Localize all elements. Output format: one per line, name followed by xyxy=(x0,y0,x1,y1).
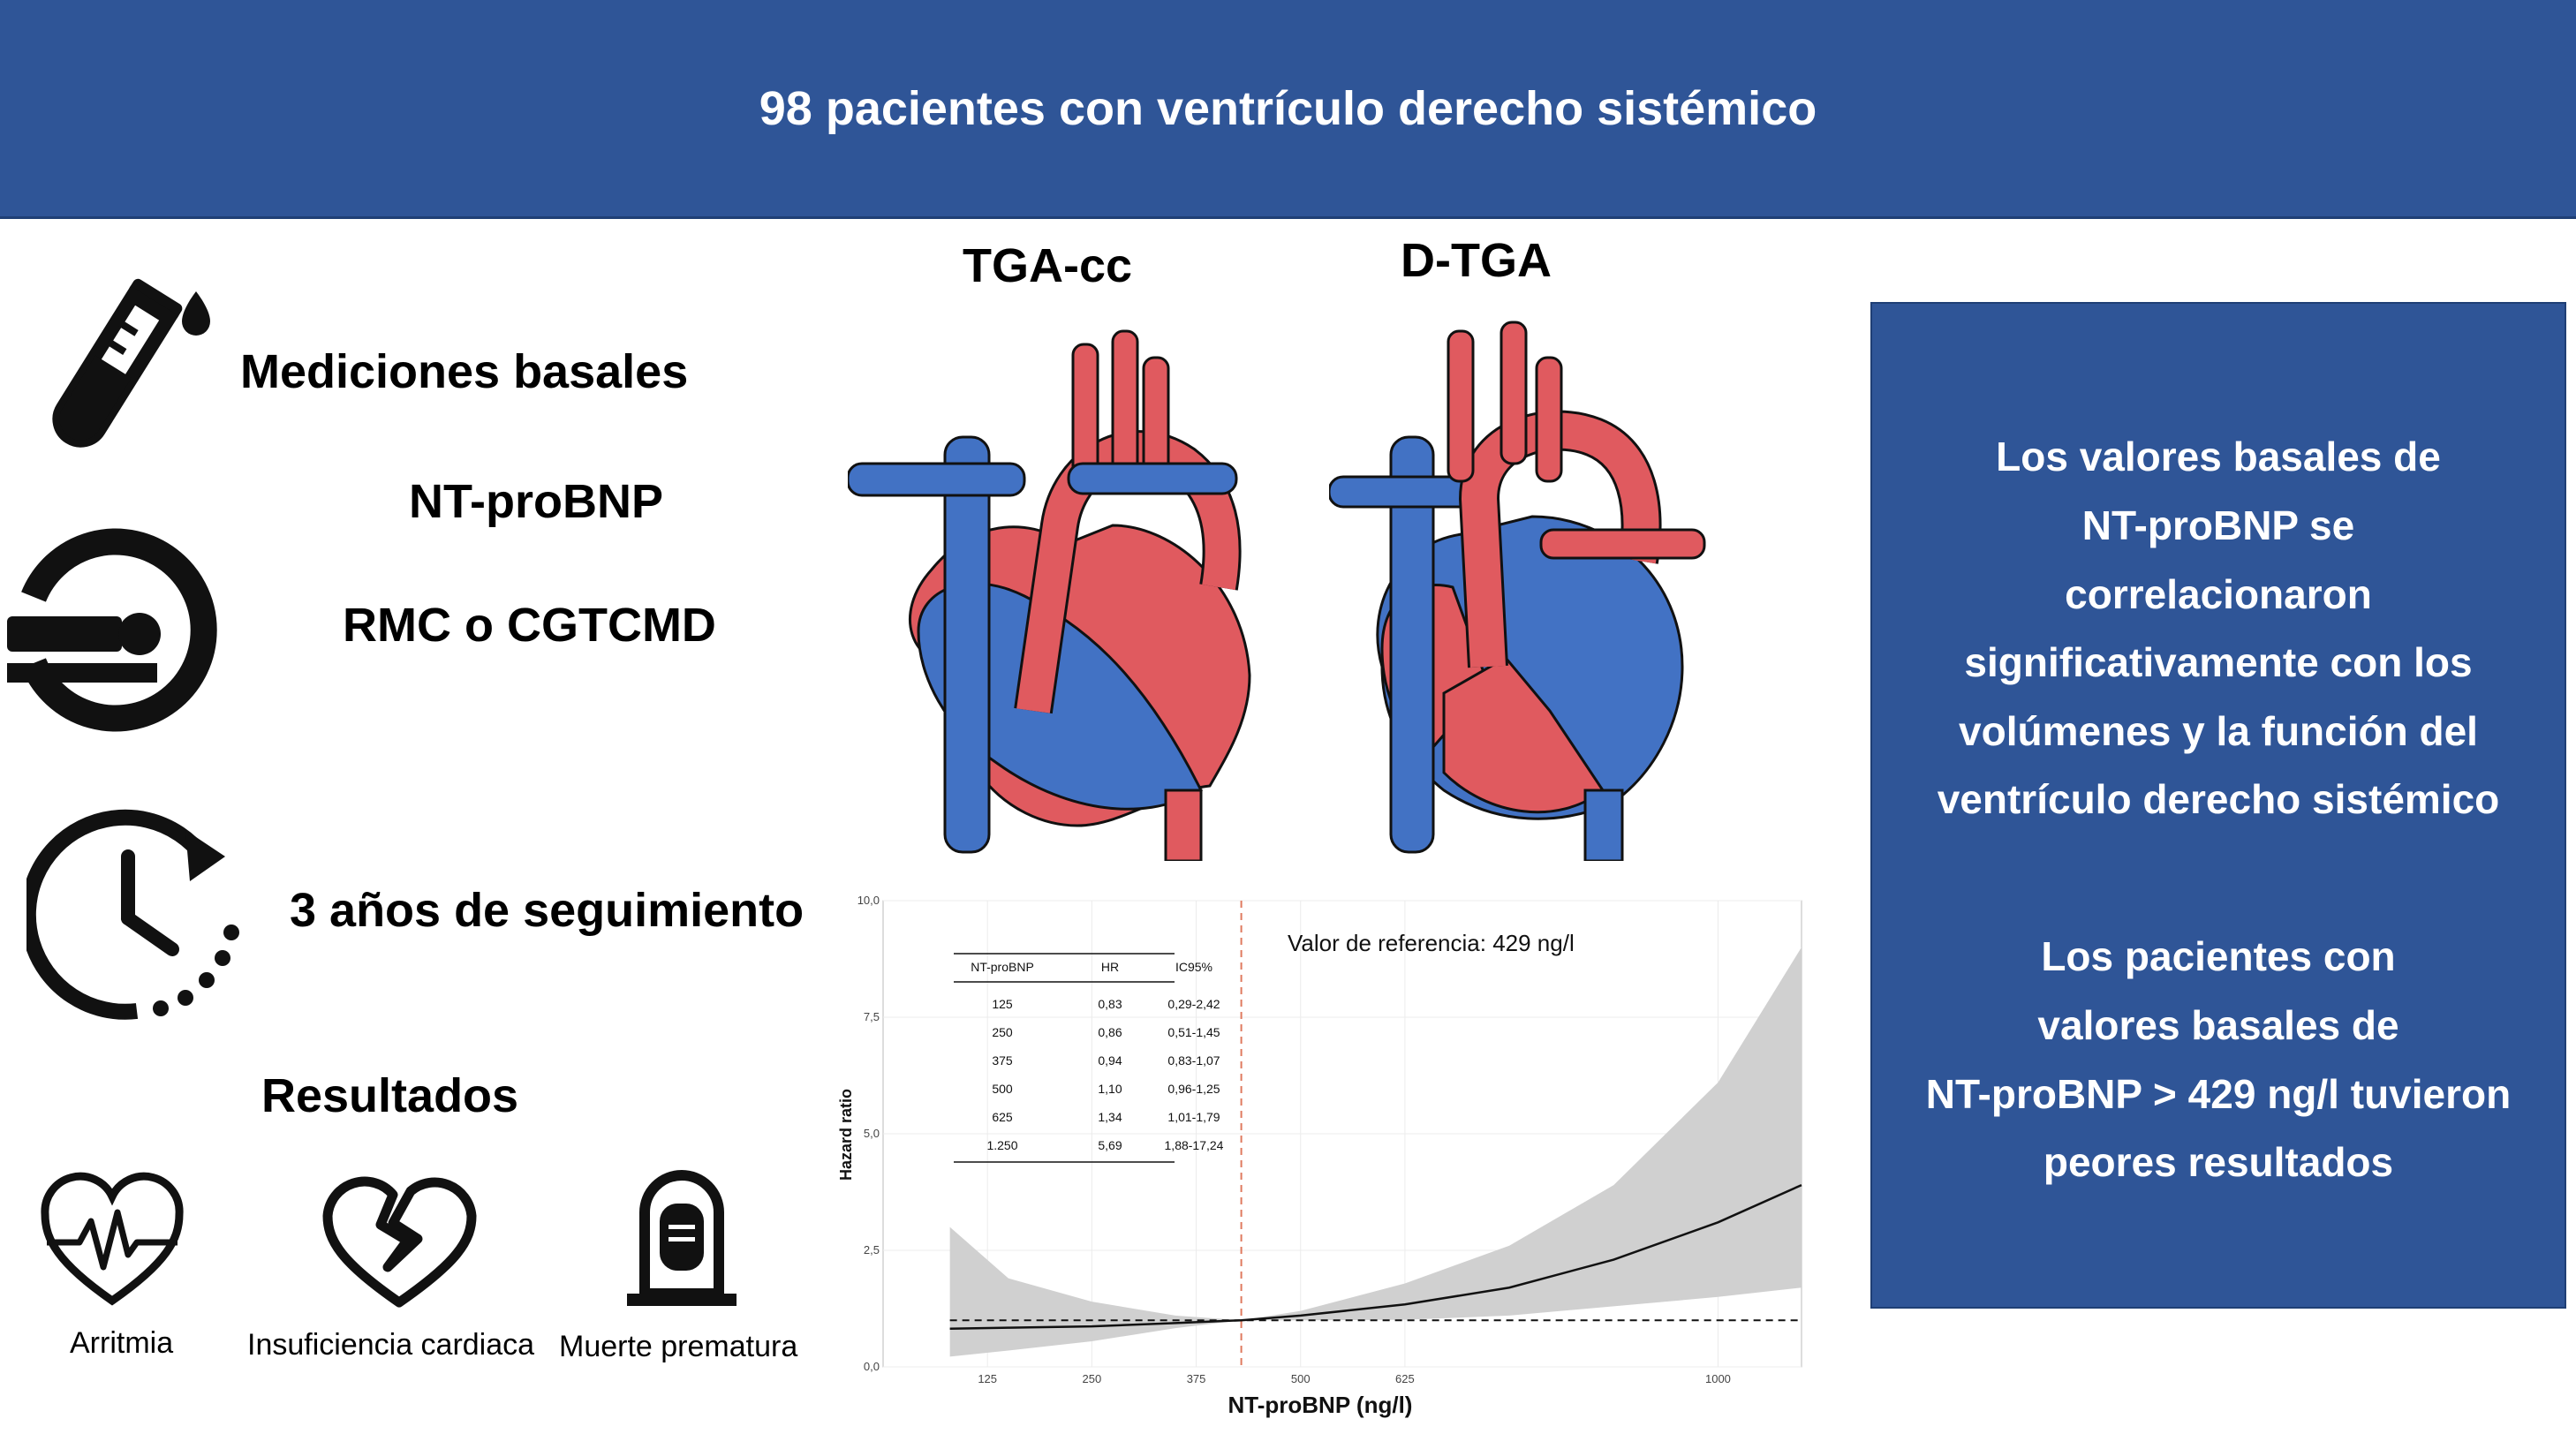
summary-line-5: volúmenes y la función del xyxy=(1959,708,2478,754)
table-cell: 1,88-17,24 xyxy=(1165,1138,1224,1152)
confidence-band xyxy=(949,947,1802,1357)
table-cell: 1,10 xyxy=(1098,1082,1122,1096)
table-cell: 250 xyxy=(992,1025,1013,1039)
table-cell: 1,01-1,79 xyxy=(1167,1110,1220,1124)
axes: 125 250 375 500 625 1000 0,0 2,5 5,0 7,5 10,0 xyxy=(857,894,1731,1385)
x-tick-label: 1000 xyxy=(1705,1372,1731,1385)
test-tube-icon xyxy=(52,278,210,448)
table-cell: 500 xyxy=(992,1082,1013,1096)
header-banner: 98 pacientes con ventrículo derecho sist… xyxy=(0,0,2576,219)
y-axis-label: Hazard ratio xyxy=(839,1089,855,1181)
hazard-ratio-curve xyxy=(949,1183,1802,1330)
results-title: Resultados xyxy=(261,1069,519,1122)
table-header: HR xyxy=(1101,960,1119,974)
followup-label: 3 años de seguimiento xyxy=(290,884,805,937)
x-tick-label: 375 xyxy=(1187,1372,1206,1385)
reference-label: Valor de referencia: 429 ng/l xyxy=(1288,930,1575,956)
outcome-premature-death: Muerte prematura xyxy=(559,1330,798,1363)
table-header: IC95% xyxy=(1175,960,1212,974)
y-tick-label: 2,5 xyxy=(864,1243,880,1257)
ntprobnp-label: NT-proBNP xyxy=(409,475,663,528)
hazard-ratio-chart: 125 250 375 500 625 1000 0,0 2,5 5,0 7,5 10,0 Valo… xyxy=(839,894,1802,1418)
y-tick-label: 0,0 xyxy=(864,1360,880,1373)
summary-line-3: correlacionaron xyxy=(2065,571,2372,617)
table-cell: 1.250 xyxy=(986,1138,1017,1152)
table-cell: 1,34 xyxy=(1098,1110,1122,1124)
summary-line-2: NT-proBNP se xyxy=(2081,502,2355,548)
table-cell: 0,83-1,07 xyxy=(1167,1053,1220,1068)
table-header: NT-proBNP xyxy=(971,960,1034,974)
heart-label-d-tga: D-TGA xyxy=(1401,234,1552,287)
x-tick-label: 125 xyxy=(978,1372,997,1385)
summary-line-7: Los pacientes con xyxy=(2041,933,2396,979)
x-tick-label: 625 xyxy=(1395,1372,1415,1385)
table-cell: 0,94 xyxy=(1098,1053,1122,1068)
table-cell: 625 xyxy=(992,1110,1013,1124)
outcome-arrhythmia: Arritmia xyxy=(70,1326,174,1360)
page-title: 98 pacientes con ventrículo derecho sist… xyxy=(759,81,1817,135)
summary-line-10: peores resultados xyxy=(2043,1139,2394,1185)
table-cell: 0,96-1,25 xyxy=(1167,1082,1220,1096)
table-cell: 0,86 xyxy=(1098,1025,1122,1039)
heart-label-tga-cc: TGA-cc xyxy=(963,239,1133,292)
summary-line-9: NT-proBNP > 429 ng/l tuvieron xyxy=(1925,1071,2512,1117)
baseline-label: Mediciones basales xyxy=(240,345,689,398)
x-axis-label: NT-proBNP (ng/l) xyxy=(1228,1392,1413,1418)
x-tick-label: 500 xyxy=(1291,1372,1311,1385)
imaging-label: RMC o CGTCMD xyxy=(343,599,716,652)
y-tick-label: 10,0 xyxy=(857,894,880,907)
data-table: NT-proBNP HR IC95% 125 0,83 0,29-2,42 250 0,86 0… xyxy=(954,953,1224,1163)
table-cell: 0,29-2,42 xyxy=(1167,997,1220,1011)
heart-illustration-tga-cc xyxy=(848,329,1251,861)
summary-line-4: significativamente con los xyxy=(1964,639,2473,685)
heart-illustration-d-tga xyxy=(1329,321,1706,861)
summary-line-6: ventrículo derecho sistémico xyxy=(1937,776,2500,822)
y-tick-label: 5,0 xyxy=(864,1127,880,1140)
table-cell: 5,69 xyxy=(1098,1138,1122,1152)
table-cell: 375 xyxy=(992,1053,1013,1068)
broken-heart-icon xyxy=(322,1176,477,1308)
summary-line-8: valores basales de xyxy=(2037,1002,2399,1048)
summary-box: Los valores basales de NT-proBNP se corr… xyxy=(1870,302,2566,1309)
y-tick-label: 7,5 xyxy=(864,1010,880,1023)
table-cell: 125 xyxy=(992,997,1013,1011)
mri-scanner-icon xyxy=(7,528,217,732)
heart-ecg-icon xyxy=(41,1172,184,1306)
summary-line-1: Los valores basales de xyxy=(1996,434,2441,479)
outcome-heart-failure: Insuficiencia cardiaca xyxy=(247,1328,535,1362)
table-cell: 0,51-1,45 xyxy=(1167,1025,1220,1039)
table-cell: 0,83 xyxy=(1098,997,1122,1011)
clock-icon xyxy=(26,809,239,1020)
tombstone-icon xyxy=(627,1170,737,1306)
x-tick-label: 250 xyxy=(1083,1372,1102,1385)
